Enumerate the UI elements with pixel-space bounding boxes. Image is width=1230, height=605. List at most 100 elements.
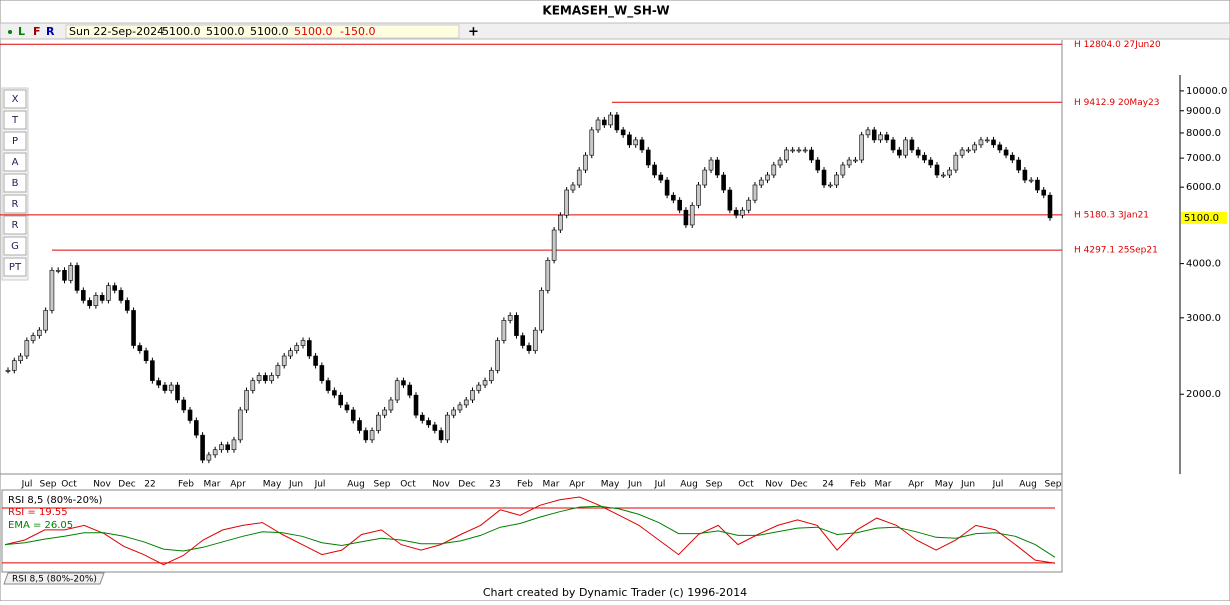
tool-button[interactable] — [3, 257, 27, 277]
candle-body — [87, 300, 92, 306]
candle-body — [319, 365, 325, 381]
candle-body — [815, 159, 821, 171]
candle-body — [388, 399, 394, 411]
tool-label[interactable]: X — [12, 94, 19, 105]
candle-body — [721, 174, 726, 191]
candle-body — [457, 404, 463, 411]
x-tick-label: Dec — [118, 480, 135, 490]
candle-body — [790, 149, 795, 152]
x-tick-label: Nov — [765, 480, 783, 490]
candle-body — [639, 139, 645, 151]
x-tick-label: Dec — [790, 480, 807, 490]
tool-label[interactable]: P — [12, 136, 18, 147]
candle-body — [627, 134, 632, 146]
candle-body — [150, 360, 155, 381]
tool-button[interactable] — [3, 194, 27, 214]
tool-label[interactable]: B — [12, 178, 19, 189]
candle-body — [237, 409, 243, 441]
tool-label[interactable]: R — [12, 199, 19, 210]
candle-body — [325, 380, 331, 391]
candle-body — [758, 179, 764, 186]
tool-label[interactable]: G — [11, 241, 19, 252]
candle-body — [1028, 179, 1034, 182]
candle-body — [978, 139, 984, 146]
candle-body — [137, 345, 143, 351]
tool-button[interactable] — [3, 236, 27, 256]
x-tick-label: Nov — [432, 480, 450, 490]
rsi-panel — [1, 489, 1063, 573]
candle-body — [68, 265, 74, 281]
candle-body — [432, 424, 438, 431]
level-label: H 4297.1 25Sep21 — [1074, 246, 1158, 256]
tool-label[interactable]: R — [12, 220, 19, 231]
quote-change: -150.0 — [340, 25, 375, 38]
x-tick-label: Oct — [61, 480, 77, 490]
candle-body — [175, 384, 180, 401]
quote-date: Sun 22-Sep-2024 — [69, 25, 164, 38]
y-tick-label: 4000.0 — [1186, 259, 1221, 270]
candle-body — [93, 295, 99, 306]
candle-body — [5, 370, 11, 372]
x-tick-label: 22 — [144, 480, 155, 490]
tool-label[interactable]: A — [12, 157, 19, 168]
x-tick-label: Feb — [178, 480, 194, 490]
candle-body — [1016, 159, 1021, 171]
tool-button[interactable] — [3, 173, 27, 193]
candle-body — [11, 360, 17, 371]
candle-body — [357, 420, 362, 431]
tool-label[interactable]: T — [11, 115, 19, 126]
candle-body — [620, 129, 626, 136]
candle-body — [828, 184, 833, 187]
mode-l[interactable]: L — [18, 25, 25, 38]
candle-body — [37, 329, 42, 336]
candle-body — [470, 390, 475, 401]
candle-body — [689, 204, 695, 226]
candle-body — [614, 114, 620, 131]
tool-button[interactable] — [3, 110, 27, 130]
candle-body — [187, 409, 193, 421]
candle-body — [658, 174, 664, 181]
x-tick-label: Sep — [40, 480, 57, 490]
candle-body — [539, 290, 544, 331]
candle-body — [997, 144, 1003, 151]
candle-body — [765, 174, 770, 181]
candle-body — [1035, 179, 1040, 191]
candle-body — [162, 384, 168, 391]
candle-body — [602, 119, 607, 126]
candle-body — [520, 335, 526, 346]
x-tick-label: Apr — [569, 480, 585, 490]
rsi-tab[interactable]: RSI 8,5 (80%-20%) — [12, 575, 97, 585]
candle-body — [419, 414, 425, 421]
candle-body — [1041, 189, 1047, 196]
mode-f[interactable]: F — [33, 25, 41, 38]
candle-body — [369, 430, 375, 441]
tool-label[interactable]: PT — [9, 262, 22, 273]
tool-button[interactable] — [3, 131, 27, 151]
level-label: H 12804.0 27Jun20 — [1074, 40, 1161, 50]
x-tick-label: 24 — [822, 480, 834, 490]
candle-body — [583, 154, 588, 171]
candle-body — [74, 265, 80, 291]
x-tick-label: Mar — [204, 480, 221, 490]
tool-button[interactable] — [3, 215, 27, 235]
candle-body — [106, 285, 111, 301]
tool-button[interactable] — [3, 89, 27, 109]
y-tick-label: 8000.0 — [1186, 128, 1221, 139]
tool-button[interactable] — [3, 152, 27, 172]
x-tick-label: Jul — [992, 480, 1004, 490]
mode-r[interactable]: R — [46, 25, 55, 38]
last-price-label: 5100.0 — [1184, 213, 1219, 224]
candle-body — [809, 149, 814, 161]
x-tick-label: Sep — [706, 480, 723, 490]
add-button[interactable]: + — [468, 25, 479, 40]
candle-body — [570, 184, 576, 191]
candle-body — [313, 355, 318, 366]
level-label: H 5180.3 3Jan21 — [1074, 210, 1149, 220]
rsi-title: RSI 8,5 (80%-20%) — [8, 495, 102, 506]
candle-body — [445, 414, 450, 441]
legend-label: RSI = 19.55 — [8, 507, 68, 518]
candle-body — [796, 149, 802, 152]
candle-body — [746, 199, 751, 211]
candle-body — [696, 184, 701, 206]
